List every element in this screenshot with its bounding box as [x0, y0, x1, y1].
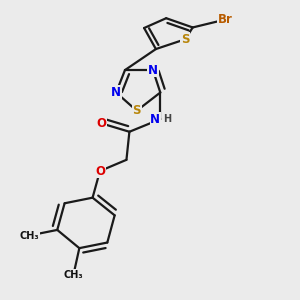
Text: CH₃: CH₃ — [20, 230, 39, 241]
Text: Br: Br — [218, 13, 232, 26]
Text: O: O — [95, 164, 105, 178]
Text: S: S — [133, 104, 141, 117]
Text: N: N — [150, 113, 160, 126]
Text: S: S — [181, 33, 190, 46]
Text: N: N — [111, 86, 121, 99]
Text: O: O — [96, 117, 106, 130]
Text: H: H — [163, 114, 171, 124]
Text: N: N — [148, 64, 158, 76]
Text: CH₃: CH₃ — [64, 270, 83, 280]
